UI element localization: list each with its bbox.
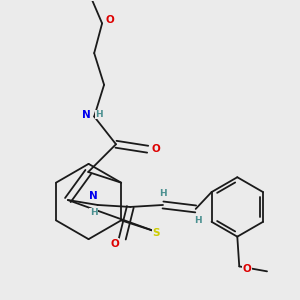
Text: H: H — [159, 189, 167, 198]
Text: N: N — [82, 110, 91, 119]
Text: O: O — [110, 238, 119, 249]
Text: O: O — [106, 15, 114, 26]
Text: H: H — [90, 208, 98, 217]
Text: N: N — [89, 191, 98, 201]
Text: O: O — [243, 264, 252, 274]
Text: S: S — [152, 228, 160, 238]
Text: O: O — [151, 144, 160, 154]
Text: H: H — [194, 216, 202, 225]
Text: H: H — [95, 110, 103, 119]
